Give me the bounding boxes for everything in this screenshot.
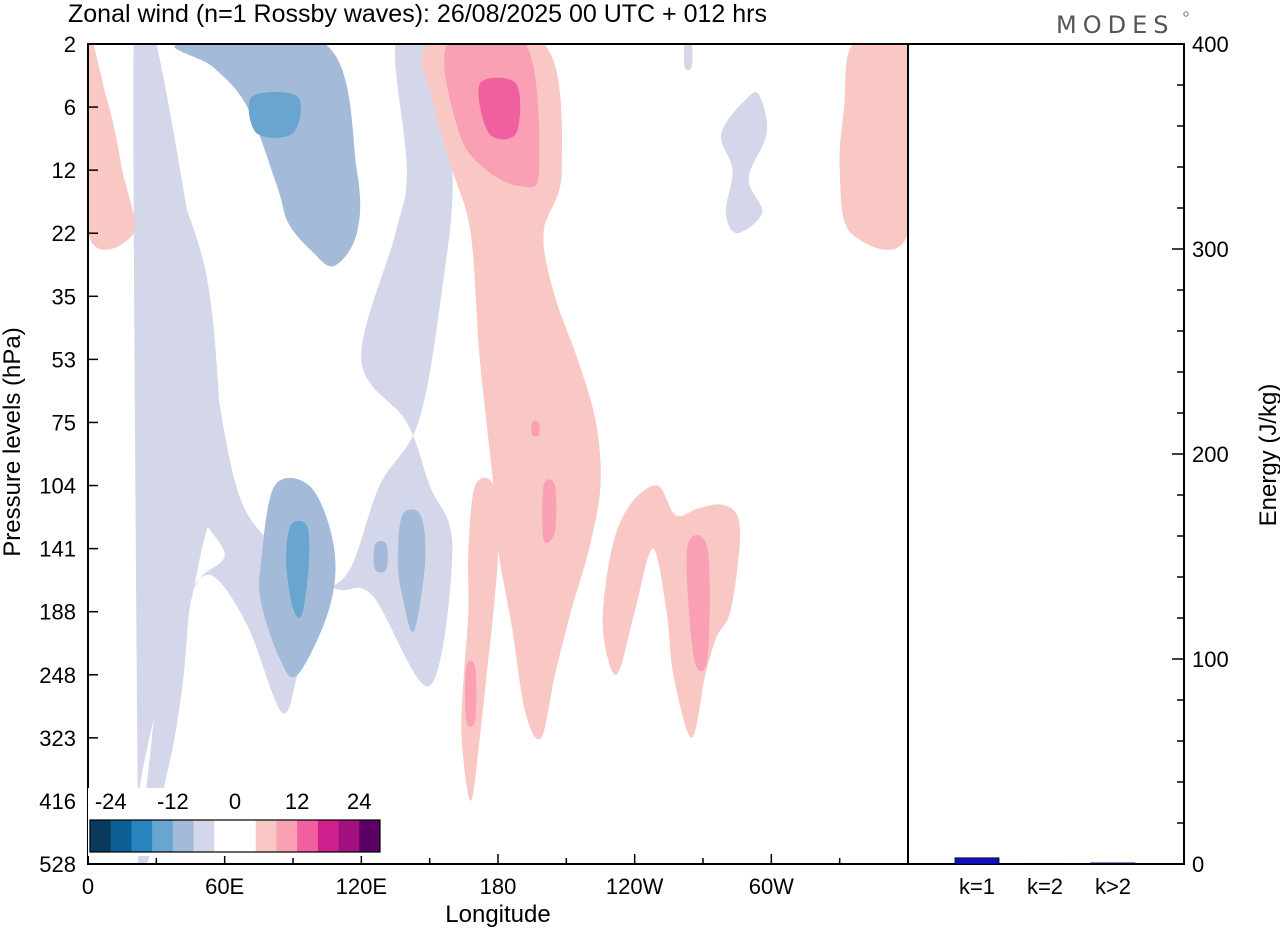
colorbar-frame (89, 819, 381, 853)
energy-category-label-k>2: k>2 (1095, 874, 1131, 899)
colorbar-label-2: 0 (229, 789, 241, 814)
colorbar-swatch-10 (297, 820, 319, 852)
contour-region-18 (542, 479, 557, 544)
colorbar-swatch-9 (276, 820, 298, 852)
x-tick-label-60E: 60E (205, 874, 244, 899)
logo-mark-icon (1183, 11, 1189, 17)
colorbar-swatch-12 (338, 820, 360, 852)
y-tick-label-104: 104 (39, 474, 76, 499)
x-tick-label-180: 180 (480, 874, 517, 899)
colorbar-swatch-1 (110, 820, 132, 852)
x-axis-label: Longitude (445, 901, 550, 928)
energy-tick-label-400: 400 (1192, 32, 1229, 57)
energy-bar-k=2 (1022, 862, 1068, 865)
y-tick-label-188: 188 (39, 600, 76, 625)
colorbar-swatch-4 (172, 820, 194, 852)
x-tick-label-0: 0 (82, 874, 94, 899)
y-tick-label-528: 528 (39, 852, 76, 877)
energy-bars: k=1 k=2 k>2 (954, 857, 1136, 899)
y-tick-label-2: 2 (64, 32, 76, 57)
energy-bar-k>2 (1090, 862, 1136, 865)
modes-logo: MODES (1056, 11, 1174, 39)
contour-region-17 (478, 77, 521, 140)
contour-region-21 (531, 420, 540, 437)
y-tick-marks: 2 6 12 22 35 53 75 104 141 188 248 323 416 528 (39, 32, 98, 877)
colorbar-swatch-6 (214, 820, 236, 852)
energy-frame (907, 43, 1185, 865)
x-tick-marks: 0 60E 120E 180 120W 60W (82, 854, 909, 899)
y-tick-label-416: 416 (39, 789, 76, 814)
contour-plot: 2 6 12 22 35 53 75 104 141 188 248 323 416 528 0 60E 12… (39, 32, 909, 899)
energy-category-label-k=1: k=1 (959, 874, 995, 899)
colorbar-swatch-2 (131, 820, 153, 852)
colorbar-label-0: -24 (95, 789, 127, 814)
contour-region-6 (397, 509, 426, 633)
y-axis-label: Pressure levels (hPa) (0, 327, 26, 556)
contour-region-5 (286, 520, 310, 618)
energy-category-label-k=2: k=2 (1027, 874, 1063, 899)
colorbar-label-4: 24 (347, 789, 371, 814)
energy-axis-label: Energy (J/kg) (1255, 384, 1280, 527)
energy-panel: k=1 k=2 k>2 0 100 200 300 400 (907, 32, 1229, 899)
energy-tick-label-100: 100 (1192, 647, 1229, 672)
contour-region-14 (88, 44, 135, 250)
colorbar-swatch-7 (235, 820, 257, 852)
y-tick-label-75: 75 (52, 410, 76, 435)
energy-bar-k=1 (954, 857, 1000, 865)
contour-region-13 (602, 485, 741, 738)
contour-region-2 (174, 44, 361, 267)
contour-region-1 (133, 44, 222, 864)
y-tick-label-12: 12 (52, 158, 76, 183)
y-tick-label-53: 53 (52, 347, 76, 372)
y-tick-label-141: 141 (39, 537, 76, 562)
contour-region-7 (373, 541, 388, 573)
y-tick-label-248: 248 (39, 663, 76, 688)
colorbar-swatch-3 (152, 820, 174, 852)
contour-region-15 (839, 44, 908, 250)
energy-tick-label-300: 300 (1192, 237, 1229, 262)
colorbar-label-1: -12 (157, 789, 189, 814)
colorbar-swatch-11 (317, 820, 339, 852)
x-tick-label-120E: 120E (336, 874, 387, 899)
y-tick-label-22: 22 (52, 221, 76, 246)
y-tick-label-35: 35 (52, 284, 76, 309)
x-tick-label-60W: 60W (749, 874, 794, 899)
contour-region-19 (464, 660, 477, 727)
chart-title: Zonal wind (n=1 Rossby waves): 26/08/202… (68, 0, 767, 28)
colorbar-swatch-0 (90, 820, 112, 852)
contour-regions (88, 44, 908, 864)
y-tick-label-323: 323 (39, 726, 76, 751)
contour-region-9 (720, 92, 768, 234)
colorbar-label-3: 12 (285, 789, 309, 814)
contour-region-3 (248, 92, 301, 138)
x-tick-label-120W: 120W (606, 874, 664, 899)
energy-ticks: 0 100 200 300 400 (1172, 32, 1229, 877)
colorbar: -24 -12 0 12 24 (88, 788, 382, 856)
colorbar-swatch-8 (255, 820, 277, 852)
energy-tick-label-200: 200 (1192, 442, 1229, 467)
contour-region-10 (683, 44, 693, 71)
y-tick-label-6: 6 (64, 95, 76, 120)
contour-region-8 (169, 504, 185, 544)
colorbar-swatch-5 (193, 820, 215, 852)
contour-region-20 (686, 534, 710, 672)
contour-region-11 (421, 44, 601, 740)
colorbar-swatch-13 (359, 820, 381, 852)
contour-region-12 (461, 477, 498, 801)
energy-tick-label-0: 0 (1192, 852, 1204, 877)
